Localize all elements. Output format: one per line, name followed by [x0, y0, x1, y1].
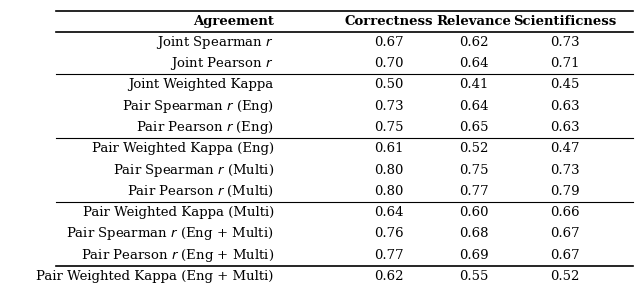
Text: Pair Spearman $r$ (Eng): Pair Spearman $r$ (Eng)	[122, 98, 274, 115]
Text: 0.69: 0.69	[459, 249, 489, 262]
Text: Relevance: Relevance	[436, 15, 511, 28]
Text: 0.55: 0.55	[459, 270, 488, 283]
Text: Pair Weighted Kappa (Eng): Pair Weighted Kappa (Eng)	[92, 142, 274, 155]
Text: 0.64: 0.64	[459, 100, 488, 113]
Text: Pair Spearman $r$ (Eng + Multi): Pair Spearman $r$ (Eng + Multi)	[67, 225, 274, 243]
Text: Pair Spearman $r$ (Multi): Pair Spearman $r$ (Multi)	[113, 161, 274, 179]
Text: 0.77: 0.77	[459, 185, 489, 198]
Text: 0.63: 0.63	[550, 100, 580, 113]
Text: 0.73: 0.73	[550, 164, 580, 177]
Text: 0.77: 0.77	[374, 249, 403, 262]
Text: 0.62: 0.62	[459, 36, 488, 49]
Text: Pair Weighted Kappa (Eng + Multi): Pair Weighted Kappa (Eng + Multi)	[36, 270, 274, 283]
Text: 0.73: 0.73	[550, 36, 580, 49]
Text: Pair Pearson $r$ (Multi): Pair Pearson $r$ (Multi)	[127, 184, 274, 199]
Text: Joint Weighted Kappa: Joint Weighted Kappa	[129, 79, 274, 91]
Text: 0.47: 0.47	[550, 142, 580, 155]
Text: 0.62: 0.62	[374, 270, 403, 283]
Text: 0.76: 0.76	[374, 227, 403, 240]
Text: Scientificness: Scientificness	[513, 15, 617, 28]
Text: Agreement: Agreement	[193, 15, 274, 28]
Text: 0.50: 0.50	[374, 79, 403, 91]
Text: 0.75: 0.75	[459, 164, 488, 177]
Text: 0.52: 0.52	[459, 142, 488, 155]
Text: 0.68: 0.68	[459, 227, 488, 240]
Text: Joint Spearman $r$: Joint Spearman $r$	[156, 34, 274, 51]
Text: 0.71: 0.71	[550, 57, 580, 70]
Text: 0.64: 0.64	[374, 206, 403, 219]
Text: 0.63: 0.63	[550, 121, 580, 134]
Text: Correctness: Correctness	[344, 15, 433, 28]
Text: 0.41: 0.41	[459, 79, 488, 91]
Text: 0.73: 0.73	[374, 100, 403, 113]
Text: 0.65: 0.65	[459, 121, 488, 134]
Text: 0.80: 0.80	[374, 185, 403, 198]
Text: 0.66: 0.66	[550, 206, 580, 219]
Text: Pair Pearson $r$ (Eng): Pair Pearson $r$ (Eng)	[136, 119, 274, 136]
Text: 0.67: 0.67	[374, 36, 403, 49]
Text: 0.52: 0.52	[550, 270, 580, 283]
Text: 0.61: 0.61	[374, 142, 403, 155]
Text: Joint Pearson $r$: Joint Pearson $r$	[170, 55, 274, 72]
Text: 0.67: 0.67	[550, 249, 580, 262]
Text: 0.75: 0.75	[374, 121, 403, 134]
Text: 0.64: 0.64	[459, 57, 488, 70]
Text: 0.67: 0.67	[550, 227, 580, 240]
Text: 0.79: 0.79	[550, 185, 580, 198]
Text: 0.60: 0.60	[459, 206, 488, 219]
Text: 0.45: 0.45	[550, 79, 580, 91]
Text: 0.70: 0.70	[374, 57, 403, 70]
Text: Pair Pearson $r$ (Eng + Multi): Pair Pearson $r$ (Eng + Multi)	[81, 247, 274, 264]
Text: 0.80: 0.80	[374, 164, 403, 177]
Text: Pair Weighted Kappa (Multi): Pair Weighted Kappa (Multi)	[83, 206, 274, 219]
